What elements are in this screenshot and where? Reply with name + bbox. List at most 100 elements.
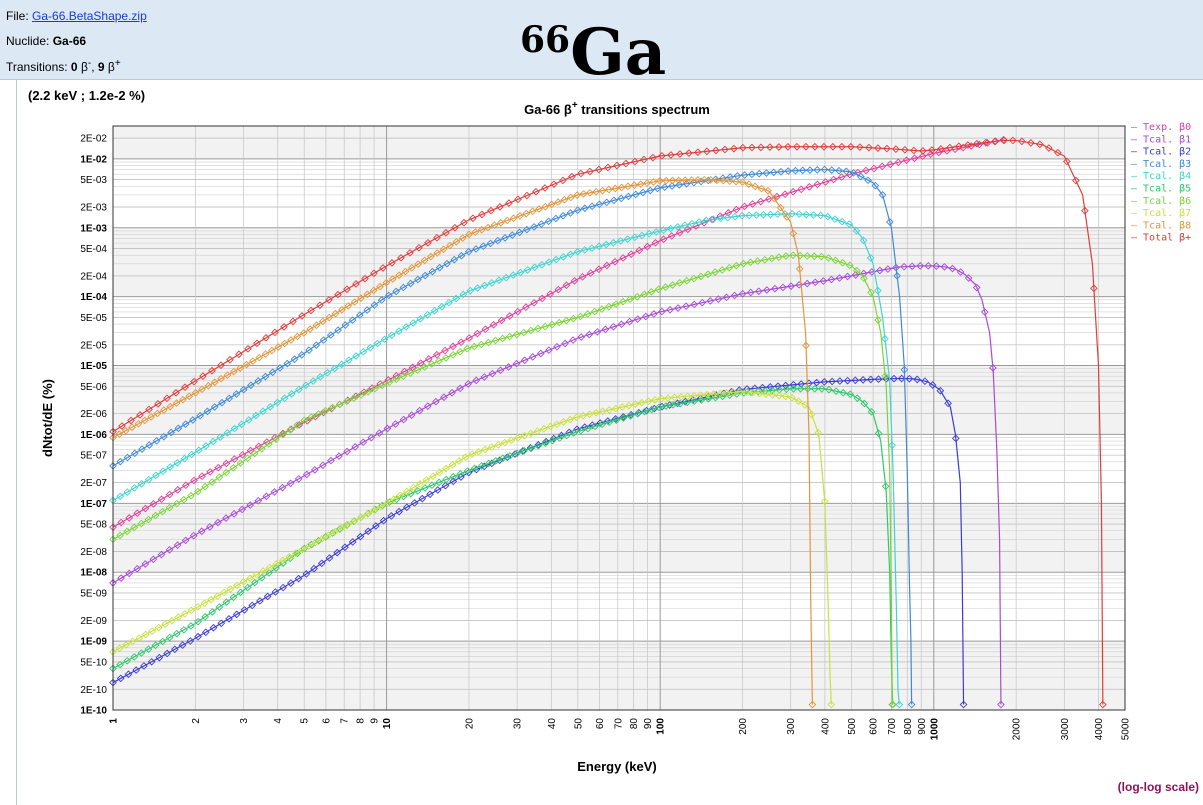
series-point [509,271,518,279]
series-point [801,401,809,409]
series-point [333,548,342,557]
series-point [982,138,990,147]
series-point [1054,148,1062,157]
series-point [784,142,792,151]
series-point [395,271,403,280]
legend-entry[interactable]: – Tcal. β6 [1131,196,1191,207]
series-point [469,214,477,223]
series-point [274,343,283,351]
series-point [553,420,561,429]
series-point [617,320,626,329]
series-point [116,660,124,669]
series-point [127,416,135,425]
series-point [254,496,263,505]
series-point [254,377,263,385]
series-point [592,408,601,417]
series-point [791,166,800,175]
legend-entry[interactable]: – Tcal. β5 [1131,184,1191,195]
series-point [486,239,495,248]
series-point [516,212,524,220]
series-point [290,355,299,364]
series-point [820,165,829,174]
series-point [395,507,403,516]
series-point [870,164,878,173]
series-point [383,499,392,507]
series-point [762,390,770,398]
series-point [363,306,371,314]
series-point [396,491,405,500]
series-point [781,190,789,199]
series-point [246,574,254,583]
series-point [190,377,198,386]
series-point [244,344,252,353]
y-tick-label: 2E-05 [80,340,107,351]
series-point [559,418,568,426]
series-point [432,397,440,406]
series-point [136,411,144,419]
y-tick-label: 1E-04 [80,292,107,303]
series-point [874,144,882,152]
series-point [586,189,594,197]
series-point [420,363,429,371]
x-tick-label: 1 [109,718,120,724]
series-point [675,228,684,237]
series-point [125,514,134,522]
series-point [270,488,279,496]
series-point [370,506,379,514]
series-point [201,482,209,491]
series-point [888,441,896,450]
series-point [263,592,272,601]
series-point [194,617,202,626]
series-point [363,509,372,518]
series-point [379,264,387,272]
series-point [232,610,241,619]
series-point [130,449,139,458]
series-point [298,545,307,554]
nuclide-mass-number: 66 [520,19,571,61]
series-point [1063,157,1071,166]
series-point [173,459,182,467]
legend-entry[interactable]: – Tcal. β8 [1131,220,1191,231]
series-point [232,390,241,398]
legend-entry[interactable]: – Tcal. β4 [1131,171,1191,182]
legend-entry[interactable]: – Total β+ [1131,233,1191,244]
series-point [667,151,675,159]
file-info-header: File: Ga-66.BetaShape.zip Nuclide: Ga-66… [0,0,1203,90]
series-point [239,385,248,394]
legend[interactable]: – Texp. β0– Tcal. β1 – Tcal. β2– Tcal. β3… [1131,122,1191,244]
series-point [325,296,333,304]
file-download-link[interactable]: Ga-66.BetaShape.zip [32,9,147,23]
legend-entry[interactable]: – Tcal. β3 [1131,159,1191,170]
series-point [201,612,209,621]
series-point [616,237,625,245]
transitions-separator: , [91,60,95,74]
series-point [1090,284,1098,293]
legend-entry[interactable]: – Texp. β0 [1131,122,1191,133]
series-point [675,181,684,189]
series-point [204,381,213,390]
series-point [816,211,825,220]
legend-entry[interactable]: – Tcal. β2 [1131,147,1191,158]
series-point [690,391,698,400]
y-tick-labels: 2E-02 1E-02 5E-03 2E-03 1E-03 5E-04 2E-04 1E-04… [80,134,107,717]
series-point [773,210,782,219]
series-point [598,420,606,429]
legend-entry[interactable]: – Tcal. β1 [1131,134,1191,145]
series-9 [109,136,1107,709]
series-point [842,167,851,176]
series-point [619,413,628,421]
series-point [198,385,206,394]
series-point [661,283,670,292]
legend-entry[interactable]: – Tcal. β7 [1131,208,1191,219]
series-point [654,285,663,294]
series-point [316,373,325,381]
series-point [829,175,838,184]
series-point [644,397,653,406]
series-point [191,388,200,397]
series-point [602,198,611,207]
series-point [646,186,655,195]
series-point [140,662,148,670]
series-point [149,500,158,508]
series-point [217,374,225,383]
